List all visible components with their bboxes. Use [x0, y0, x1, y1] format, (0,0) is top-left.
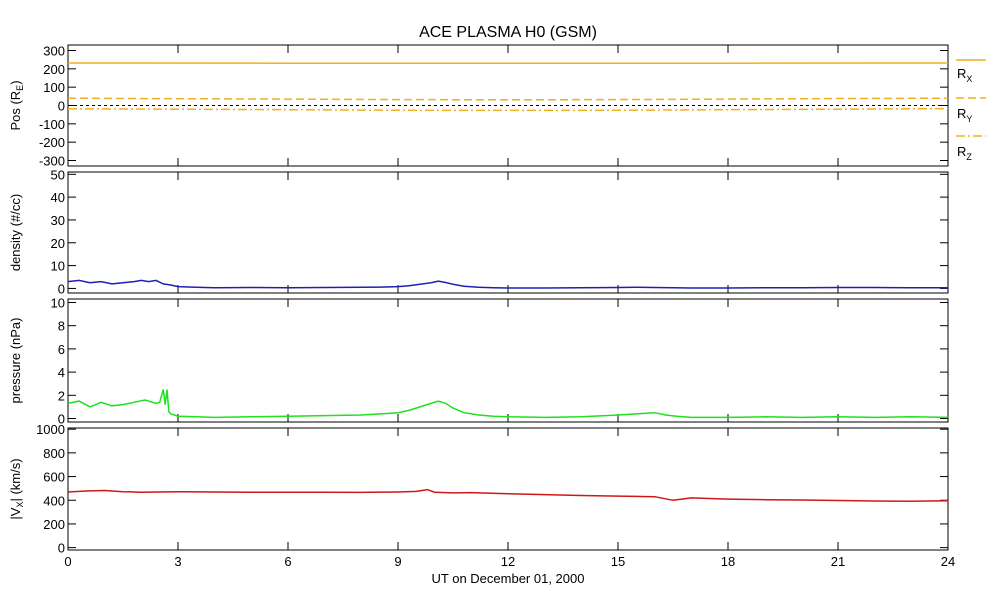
x-tick-label: 24 [941, 554, 955, 569]
x-tick-label: 0 [64, 554, 71, 569]
y-tick-label: 10 [51, 259, 65, 274]
y-tick-label: 400 [43, 493, 65, 508]
x-tick-label: 18 [721, 554, 735, 569]
panel-density: 0 10 20 30 40 50 density (#/cc) [8, 167, 949, 296]
y-axis-label: Pos (RE) [8, 80, 25, 130]
series-line-pos-y [67, 97, 949, 101]
y-tick-label: 200 [43, 517, 65, 532]
legend-label-subscript: Z [966, 152, 972, 162]
y-tick-label: 50 [51, 167, 65, 182]
series-line-density [67, 279, 948, 289]
y-tick-label: 200 [43, 62, 65, 77]
y-tick-label: 0 [58, 412, 65, 427]
y-tick-label: 300 [43, 44, 65, 59]
x-tick-label: 6 [284, 554, 291, 569]
y-tick-label: -200 [39, 135, 65, 150]
y-axis-label: pressure (nPa) [8, 318, 23, 404]
legend-label-subscript: Y [966, 114, 972, 124]
x-axis-label: UT on December 01, 2000 [432, 571, 585, 586]
y-axis-label-end: | (km/s) [8, 458, 23, 501]
x-tick-label: 21 [831, 554, 845, 569]
y-axis-label: density (#/cc) [8, 194, 23, 271]
y-tick-label: 40 [51, 190, 65, 205]
y-axis-label-subscript: E [15, 85, 25, 91]
x-tick-label: 9 [394, 554, 401, 569]
series-line-vx [67, 488, 949, 502]
legend-label-text: R [957, 106, 966, 121]
y-axis-label-subscript: X [15, 502, 25, 508]
y-axis-label-text: |V [8, 507, 23, 519]
y-tick-label: 0 [58, 541, 65, 556]
y-tick-label: 30 [51, 213, 65, 228]
legend-label-text: R [957, 66, 966, 81]
y-tick-label: 0 [58, 99, 65, 114]
y-tick-label: 2 [58, 388, 65, 403]
chart-title: ACE PLASMA H0 (GSM) [419, 24, 597, 41]
panel-frame [67, 298, 949, 423]
panel-frame [67, 427, 949, 551]
x-tick-label: 15 [611, 554, 625, 569]
series-line-pos-z [67, 107, 949, 112]
y-tick-label: 100 [43, 80, 65, 95]
y-tick-label: -300 [39, 154, 65, 169]
series-line-pressure [67, 389, 949, 419]
legend-label-subscript: X [966, 74, 972, 84]
y-tick-label: 1000 [36, 422, 65, 437]
legend-label: RZ [957, 144, 972, 162]
y-axis-label: |VX| (km/s) [8, 458, 25, 519]
panel-frame [67, 171, 949, 294]
y-tick-label: 800 [43, 446, 65, 461]
y-tick-label: 600 [43, 470, 65, 485]
y-tick-label: 4 [58, 365, 65, 380]
y-axis-label-end: ) [8, 80, 23, 84]
y-tick-label: 6 [58, 342, 65, 357]
x-axis: 0 3 6 9 12 15 18 21 24 [64, 554, 955, 569]
panel-vx: 0 200 400 600 800 1000 |VX| (km/s) [8, 422, 949, 556]
legend-label-text: R [957, 144, 966, 159]
y-tick-label: -100 [39, 117, 65, 132]
y-tick-label: 20 [51, 236, 65, 251]
x-tick-label: 3 [174, 554, 181, 569]
y-tick-label: 10 [51, 295, 65, 310]
x-tick-label: 12 [501, 554, 515, 569]
y-tick-label: 0 [58, 281, 65, 296]
y-axis-label-text: pressure (nPa) [8, 318, 23, 404]
panel-pressure: 0 2 4 6 8 10 pressure (nPa) [8, 295, 949, 427]
y-axis-label-text: density (#/cc) [8, 194, 23, 271]
legend-label: RX [957, 66, 972, 84]
y-axis-label-text: Pos (R [8, 91, 23, 131]
y-tick-label: 8 [58, 319, 65, 334]
legend-label: RY [957, 106, 972, 124]
